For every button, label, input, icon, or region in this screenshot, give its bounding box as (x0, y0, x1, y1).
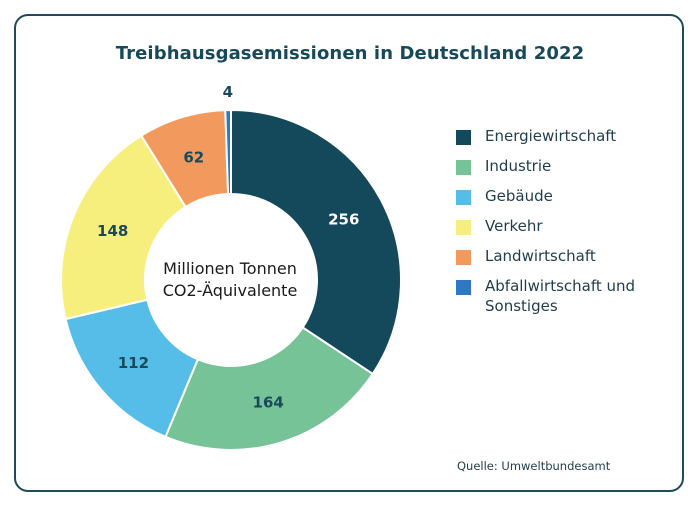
legend: Energiewirtschaft Industrie Gebäude Verk… (456, 126, 681, 315)
legend-item-landwirtschaft: Landwirtschaft (456, 246, 681, 276)
donut-slice-energiewirtschaft (230, 108, 402, 376)
legend-item-gebaeude: Gebäude (456, 186, 681, 216)
donut-slice-industrie (164, 326, 375, 451)
legend-swatch (456, 280, 471, 295)
legend-swatch (456, 190, 471, 205)
donut-slice-abfallwirtschaft (224, 108, 232, 196)
value-label-abfallwirtschaft: 4 (223, 83, 233, 101)
legend-label: Verkehr (485, 217, 543, 235)
value-label-energiewirtschaft: 256 (328, 210, 359, 228)
legend-label: Landwirtschaft (485, 247, 596, 265)
legend-item-abfallwirtschaft: Abfallwirtschaft und Sonstiges (456, 276, 681, 315)
legend-swatch (456, 130, 471, 145)
value-label-gebaeude: 112 (118, 354, 149, 372)
legend-swatch (456, 220, 471, 235)
legend-label: Industrie (485, 157, 552, 175)
legend-item-verkehr: Verkehr (456, 216, 681, 246)
value-label-verkehr: 148 (97, 222, 128, 240)
center-label-line-2: CO2-Äquivalente (162, 281, 298, 300)
legend-item-industrie: Industrie (456, 156, 681, 186)
legend-swatch (456, 160, 471, 175)
center-label-line-1: Millionen Tonnen (163, 259, 297, 278)
legend-item-energiewirtschaft: Energiewirtschaft (456, 126, 681, 156)
donut-slice-verkehr (60, 134, 187, 321)
legend-label: Energiewirtschaft (485, 127, 617, 145)
value-label-landwirtschaft: 62 (183, 149, 204, 167)
source-note: Quelle: Umweltbundesamt (457, 459, 611, 473)
legend-label: Gebäude (485, 187, 553, 205)
chart-title: Treibhausgasemissionen in Deutschland 20… (115, 43, 585, 64)
center-label: Millionen Tonnen CO2-Äquivalente (130, 258, 330, 302)
legend-swatch (456, 250, 471, 265)
value-label-industrie: 164 (253, 393, 284, 411)
legend-label: Abfallwirtschaft und Sonstiges (485, 277, 636, 315)
